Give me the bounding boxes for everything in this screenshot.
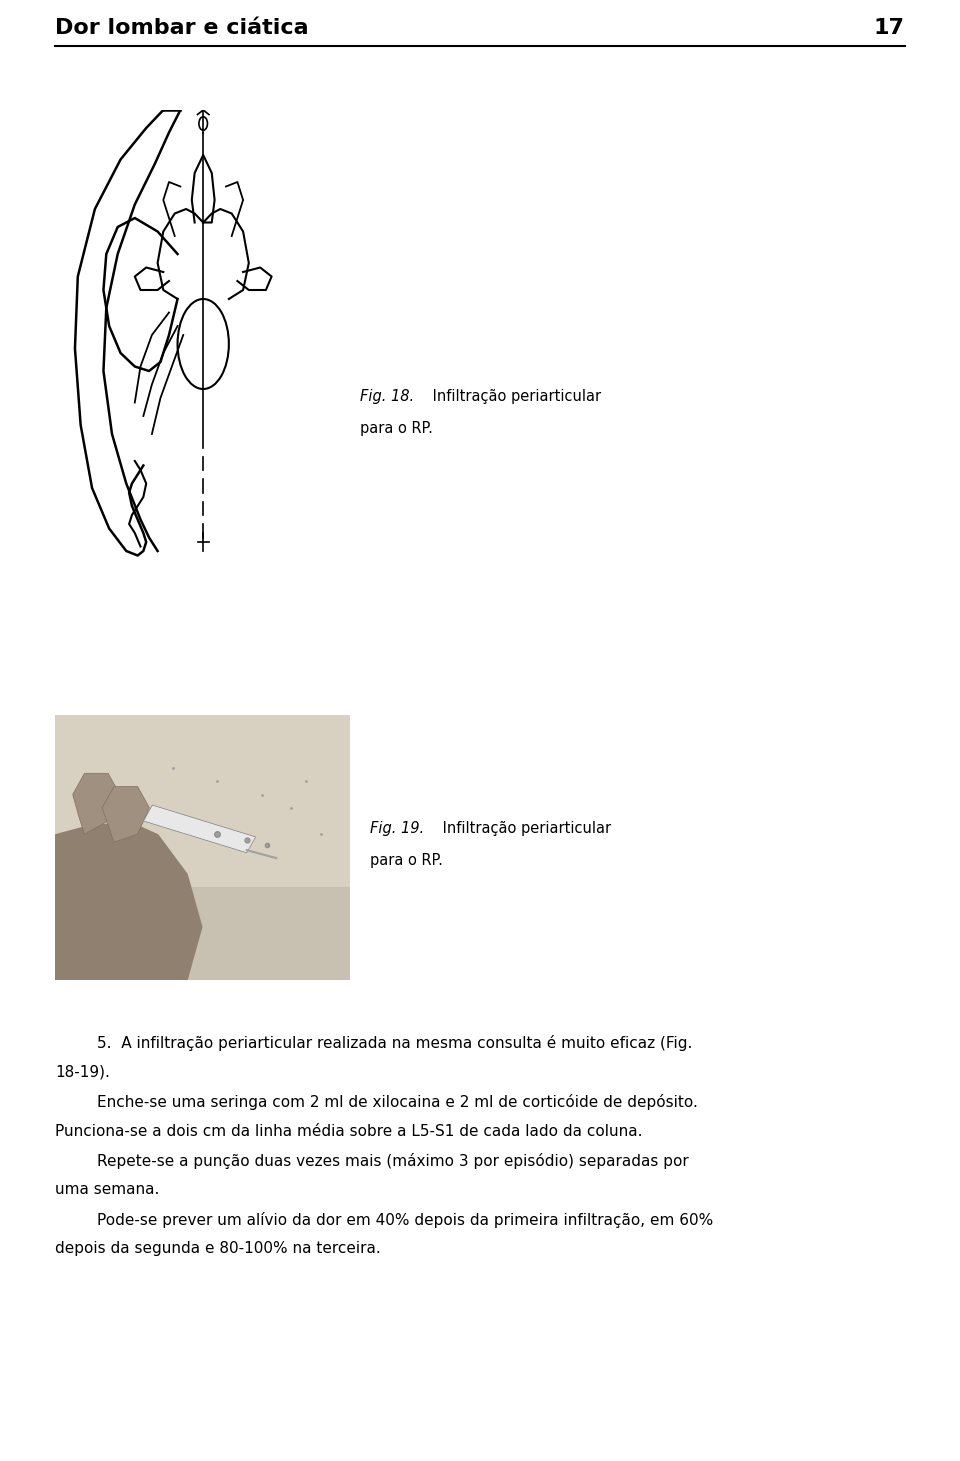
Text: Dor lombar e ciática: Dor lombar e ciática bbox=[55, 18, 308, 38]
Polygon shape bbox=[143, 805, 255, 853]
Text: Fig. 18.: Fig. 18. bbox=[360, 389, 414, 405]
Text: Infiltração periarticular: Infiltração periarticular bbox=[438, 821, 612, 836]
Text: 17: 17 bbox=[874, 18, 905, 38]
Polygon shape bbox=[102, 786, 150, 842]
Text: uma semana.: uma semana. bbox=[55, 1182, 159, 1198]
Text: Fig. 19.: Fig. 19. bbox=[370, 821, 424, 836]
Text: Infiltração periarticular: Infiltração periarticular bbox=[428, 389, 601, 405]
Text: para o RP.: para o RP. bbox=[370, 853, 443, 868]
Polygon shape bbox=[55, 821, 203, 980]
Text: Repete-se a punção duas vezes mais (máximo 3 por episódio) separadas por: Repete-se a punção duas vezes mais (máxi… bbox=[97, 1153, 688, 1169]
Text: Punciona-se a dois cm da linha média sobre a L5-S1 de cada lado da coluna.: Punciona-se a dois cm da linha média sob… bbox=[55, 1124, 642, 1138]
Text: 5.  A infiltração periarticular realizada na mesma consulta é muito eficaz (Fig.: 5. A infiltração periarticular realizada… bbox=[97, 1034, 692, 1050]
Text: Pode-se prever um alívio da dor em 40% depois da primeira infiltração, em 60%: Pode-se prever um alívio da dor em 40% d… bbox=[97, 1213, 713, 1229]
Text: para o RP.: para o RP. bbox=[360, 421, 433, 435]
Text: 18-19).: 18-19). bbox=[55, 1065, 109, 1080]
Text: Enche-se uma seringa com 2 ml de xilocaina e 2 ml de corticóide de depósito.: Enche-se uma seringa com 2 ml de xilocai… bbox=[97, 1094, 698, 1110]
Text: depois da segunda e 80-100% na terceira.: depois da segunda e 80-100% na terceira. bbox=[55, 1242, 381, 1256]
Polygon shape bbox=[73, 773, 120, 834]
Bar bbox=[55, 714, 350, 887]
